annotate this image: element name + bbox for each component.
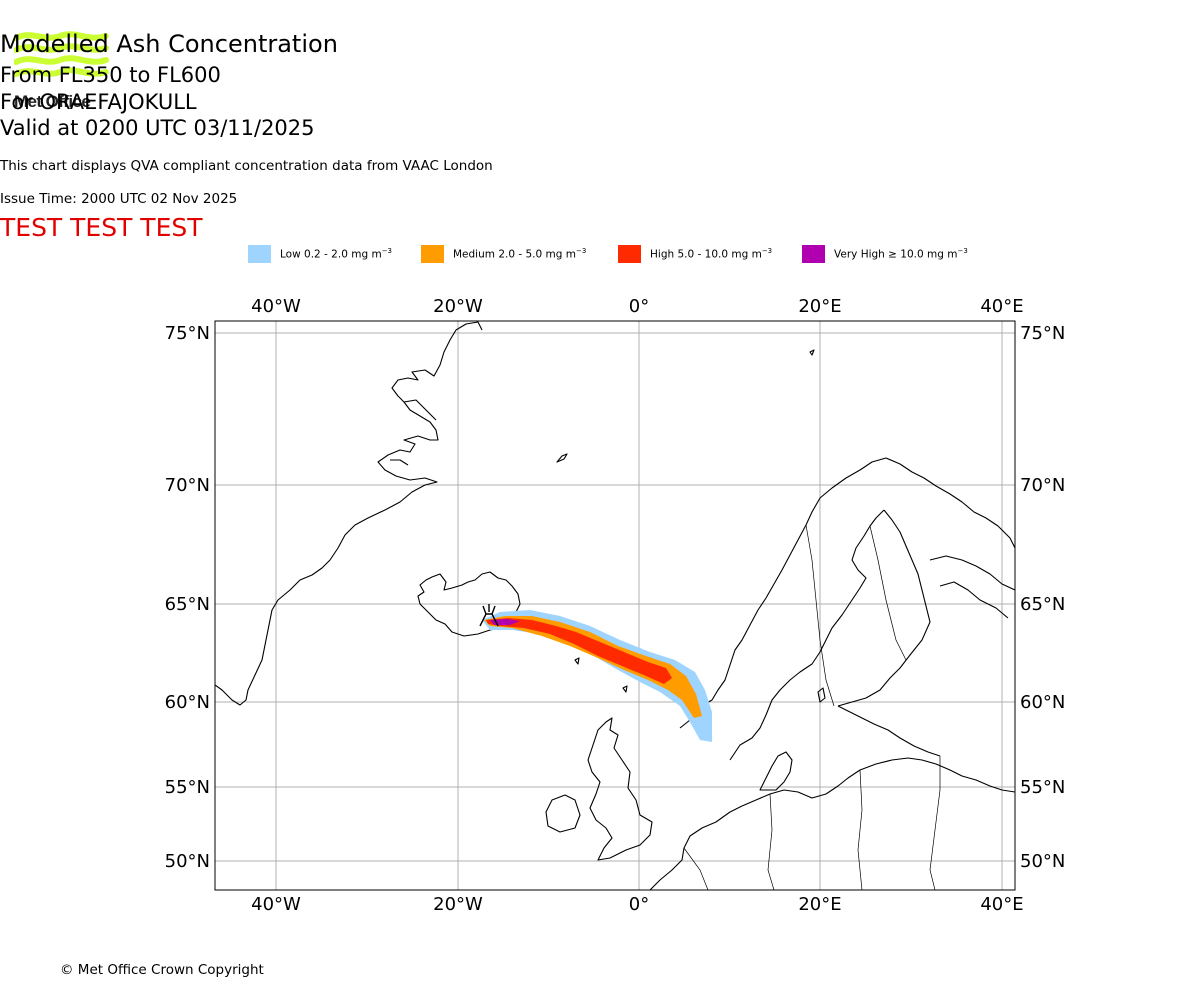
lat-label-left-50n: 50°N — [165, 851, 210, 872]
british-isles-coast — [587, 717, 653, 861]
lon-label-bottom-20e: 20°E — [798, 894, 841, 915]
test-banner: TEST TEST TEST — [0, 213, 203, 242]
lat-label-right-70n: 70°N — [1020, 475, 1065, 496]
lat-labels-right: 75°N 70°N 65°N 60°N 55°N 50°N — [1020, 323, 1065, 872]
lon-labels-top: 40°W 20°W 0° 20°E 40°E — [251, 296, 1023, 317]
lat-labels-left: 75°N 70°N 65°N 60°N 55°N 50°N — [165, 323, 210, 872]
lon-label-top-40e: 40°E — [980, 296, 1023, 317]
lon-label-top-20w: 20°W — [433, 296, 483, 317]
legend-item-very-high: Very High ≥ 10.0 mg m−3 — [802, 244, 968, 264]
lat-label-right-75n: 75°N — [1020, 323, 1065, 344]
title-line-1: Modelled Ash Concentration — [0, 30, 338, 58]
legend-label-very-high: Very High ≥ 10.0 mg m−3 — [834, 247, 968, 261]
legend-item-low: Low 0.2 - 2.0 mg m−3 — [248, 244, 392, 264]
legend-swatch-medium — [421, 245, 444, 263]
lat-label-left-65n: 65°N — [165, 594, 210, 615]
legend-swatch-low — [248, 245, 271, 263]
continental-europe-coast — [649, 757, 1015, 890]
issue-time: Issue Time: 2000 UTC 02 Nov 2025 — [0, 191, 238, 207]
greenland-coast — [215, 321, 483, 706]
volcano-marker-icon — [479, 604, 499, 627]
copyright-notice: © Met Office Crown Copyright — [60, 962, 264, 978]
lon-labels-bottom: 40°W 20°W 0° 20°E 40°E — [251, 894, 1023, 915]
title-line-2: From FL350 to FL600 — [0, 63, 221, 87]
legend-label-low: Low 0.2 - 2.0 mg m−3 — [280, 247, 393, 261]
lat-label-left-70n: 70°N — [165, 475, 210, 496]
denmark-coast — [759, 751, 793, 791]
legend-item-high: High 5.0 - 10.0 mg m−3 — [618, 244, 772, 264]
ash-plume — [482, 610, 712, 742]
lon-label-bottom-40e: 40°E — [980, 894, 1023, 915]
logo-text: Met Office — [14, 92, 91, 111]
legend-swatch-very-high — [802, 245, 825, 263]
subtitle: This chart displays QVA compliant concen… — [0, 158, 493, 174]
met-office-logo — [14, 31, 109, 77]
coastlines — [215, 321, 1015, 890]
lat-label-right-65n: 65°N — [1020, 594, 1065, 615]
legend-label-high: High 5.0 - 10.0 mg m−3 — [650, 247, 773, 261]
map-frame — [214, 320, 1016, 891]
lon-label-bottom-40w: 40°W — [251, 894, 301, 915]
jan-mayen — [556, 453, 568, 463]
title-line-4: Valid at 0200 UTC 03/11/2025 — [0, 116, 315, 140]
lon-label-top-20e: 20°E — [798, 296, 841, 317]
lat-label-left-75n: 75°N — [165, 323, 210, 344]
lat-label-right-50n: 50°N — [1020, 851, 1065, 872]
lon-label-top-0: 0° — [629, 296, 649, 317]
lat-label-left-60n: 60°N — [165, 692, 210, 713]
lon-label-bottom-20w: 20°W — [433, 894, 483, 915]
legend-item-medium: Medium 2.0 - 5.0 mg m−3 — [421, 244, 586, 264]
lat-label-right-60n: 60°N — [1020, 692, 1065, 713]
legend-label-medium: Medium 2.0 - 5.0 mg m−3 — [453, 247, 587, 261]
gridlines — [215, 321, 1015, 890]
legend-swatch-high — [618, 245, 641, 263]
lat-label-right-55n: 55°N — [1020, 777, 1065, 798]
lat-label-left-55n: 55°N — [165, 777, 210, 798]
legend: Low 0.2 - 2.0 mg m−3 Medium 2.0 - 5.0 mg… — [0, 244, 1200, 264]
lon-label-top-40w: 40°W — [251, 296, 301, 317]
lon-label-bottom-0: 0° — [629, 894, 649, 915]
country-borders — [683, 524, 941, 890]
title-line-3: For ORAEFAJOKULL — [0, 90, 197, 114]
scandinavia-coast — [679, 457, 1015, 729]
